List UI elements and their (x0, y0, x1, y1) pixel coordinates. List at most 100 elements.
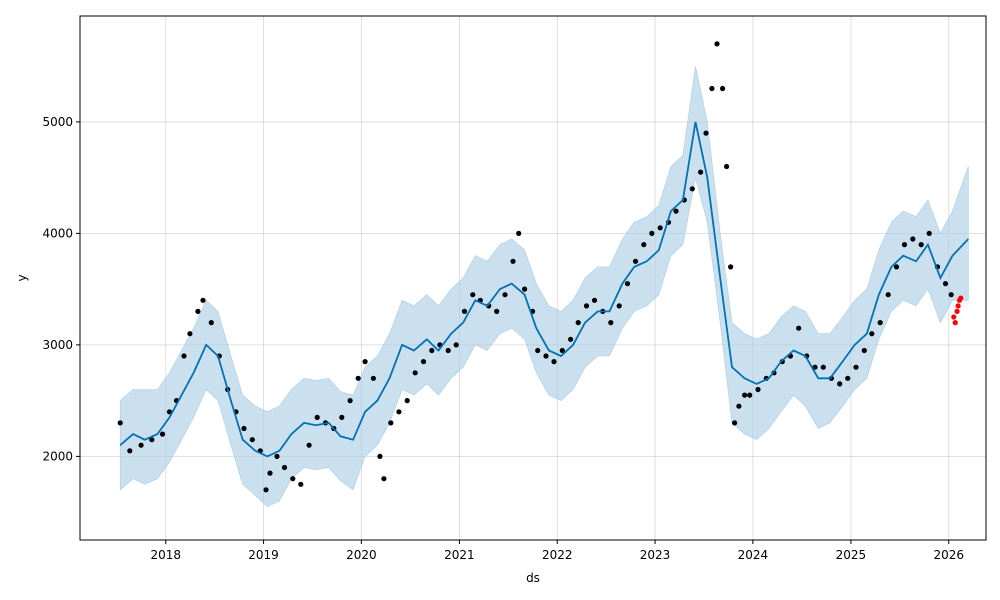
holdout-point (955, 303, 961, 309)
observed-point (885, 292, 891, 298)
observed-point (470, 292, 476, 298)
y-tick-label: 4000 (42, 226, 73, 240)
observed-point (861, 347, 867, 354)
observed-point (657, 225, 663, 231)
observed-point (703, 130, 709, 136)
observed-point (314, 414, 320, 420)
x-tick-label: 2025 (836, 548, 867, 562)
observed-point (575, 320, 581, 326)
observed-point (263, 487, 269, 493)
observed-point (159, 431, 166, 437)
observed-point (377, 453, 383, 459)
x-tick-label: 2021 (444, 548, 475, 562)
observed-point (551, 359, 557, 365)
observed-point (720, 85, 726, 92)
observed-point (138, 442, 144, 448)
holdout-point (951, 314, 957, 320)
observed-point (568, 336, 574, 342)
observed-point (181, 353, 187, 359)
observed-point (742, 392, 748, 398)
y-tick-label: 2000 (42, 449, 73, 463)
observed-point (404, 398, 410, 404)
observed-point (453, 342, 459, 348)
observed-point (918, 242, 924, 248)
observed-point (420, 359, 427, 365)
observed-point (845, 375, 851, 381)
observed-point (641, 242, 647, 248)
x-tick-label: 2022 (542, 548, 573, 562)
observed-point (747, 392, 753, 398)
observed-point (117, 420, 123, 426)
observed-point (208, 320, 214, 326)
observed-point (689, 186, 695, 192)
observed-point (306, 442, 312, 448)
observed-point (812, 364, 818, 370)
forecast-line (119, 121, 969, 458)
observed-point (267, 470, 273, 476)
observed-point (362, 359, 368, 365)
x-tick-label: 2024 (738, 548, 769, 562)
observed-point (820, 364, 826, 370)
observed-point (502, 292, 508, 298)
observed-point (355, 375, 361, 381)
x-tick-label: 2020 (346, 548, 377, 562)
y-axis-label: y (15, 274, 29, 281)
observed-point (724, 163, 730, 170)
holdout-point (958, 295, 964, 301)
observed-point (608, 320, 614, 326)
observed-point (510, 258, 516, 264)
observed-point (249, 437, 255, 443)
observed-point (732, 420, 738, 426)
observed-point (796, 325, 802, 331)
observed-point (709, 85, 715, 92)
observed-point (388, 420, 394, 426)
observed-point (591, 297, 598, 303)
observed-point (274, 453, 280, 459)
observed-point (516, 230, 522, 236)
observed-point (543, 353, 549, 359)
observed-point (853, 364, 859, 370)
observed-point (195, 308, 201, 314)
observed-points (117, 41, 954, 493)
observed-point (347, 398, 353, 404)
observed-point (535, 347, 541, 354)
observed-point (910, 236, 916, 242)
observed-point (381, 476, 387, 482)
observed-point (298, 481, 304, 487)
observed-point (755, 386, 761, 393)
observed-point (714, 41, 720, 47)
observed-point (522, 286, 528, 292)
observed-point (127, 448, 133, 454)
observed-point (281, 464, 288, 471)
observed-point (728, 264, 734, 270)
x-tick-label: 2018 (150, 548, 181, 562)
observed-point (926, 230, 932, 236)
plot-frame (79, 15, 987, 541)
observed-point (370, 375, 376, 381)
observed-point (494, 308, 500, 314)
uncertainty-interval-band (119, 66, 969, 507)
observed-point (583, 303, 590, 309)
x-axis-label: ds (526, 571, 540, 585)
x-tick-label: 2026 (933, 548, 964, 562)
observed-point (901, 242, 908, 248)
observed-point (429, 347, 435, 354)
observed-point (632, 258, 639, 264)
y-tick-label: 3000 (42, 338, 73, 352)
observed-point (166, 409, 173, 415)
x-tick-label: 2023 (640, 548, 671, 562)
y-tick-label: 5000 (42, 115, 73, 129)
observed-point (673, 208, 679, 214)
observed-point (187, 331, 193, 337)
y-axis-ticks: 2000 3000 4000 5000 (42, 115, 80, 463)
observed-point (241, 425, 247, 432)
observed-point (942, 281, 949, 287)
observed-point (339, 414, 345, 420)
holdout-point (952, 320, 958, 326)
observed-point (877, 320, 883, 326)
observed-point (736, 403, 742, 409)
holdout-point (954, 308, 960, 314)
observed-point (445, 347, 451, 354)
x-axis-ticks: 2018 2019 2020 2021 2022 2023 2024 2025 2026 (150, 540, 964, 562)
